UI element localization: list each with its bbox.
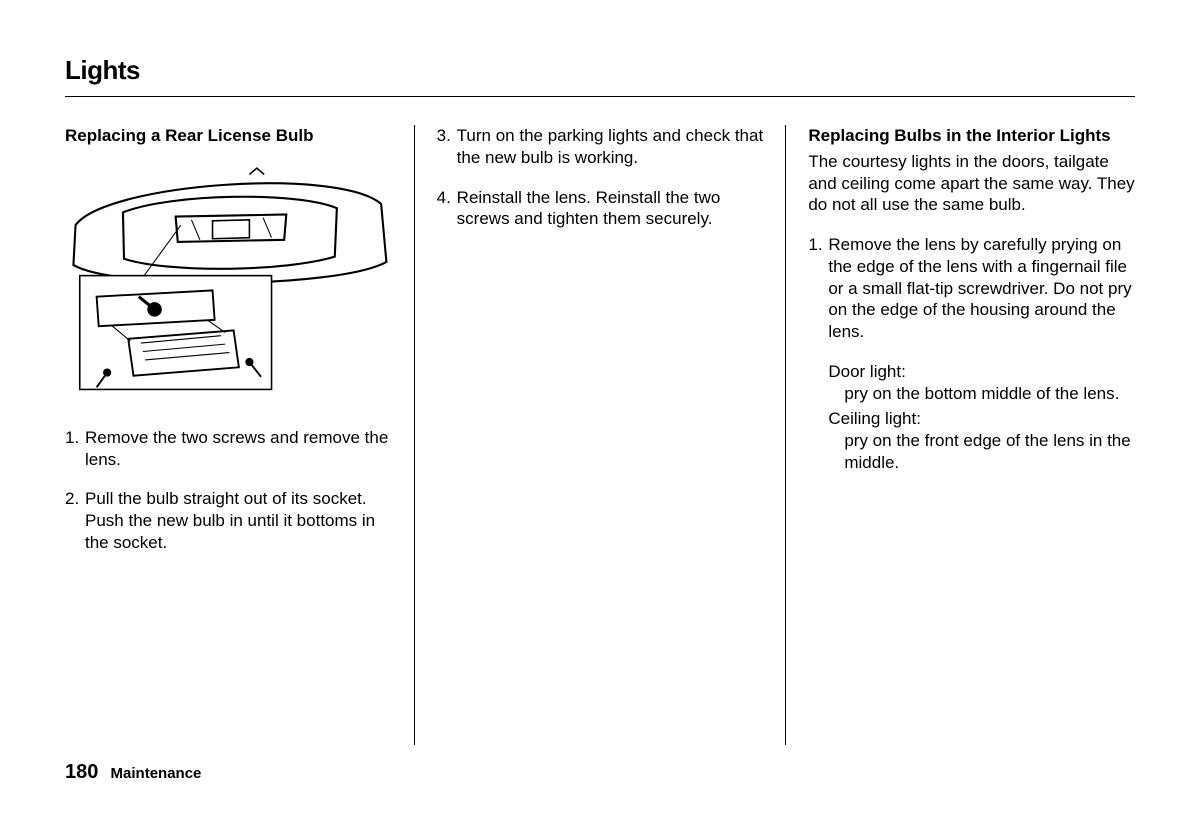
page-title: Lights (65, 55, 1135, 86)
col3-sublist: Door light: pry on the bottom middle of … (828, 361, 1135, 474)
sub-label-ceiling: Ceiling light: (828, 409, 921, 428)
column-3: Replacing Bulbs in the Interior Lights T… (785, 125, 1135, 745)
sub-detail-ceiling: pry on the front edge of the lens in the… (828, 430, 1135, 474)
column-1: Replacing a Rear License Bulb (65, 125, 414, 745)
license-bulb-illustration (65, 153, 392, 413)
sub-item-ceiling: Ceiling light: pry on the front edge of … (828, 408, 1135, 473)
page-number: 180 (65, 761, 98, 783)
col3-intro: The courtesy lights in the doors, tailga… (808, 151, 1135, 216)
sub-item-door: Door light: pry on the bottom middle of … (828, 361, 1135, 405)
column-2: Turn on the parking lights and check tha… (414, 125, 786, 745)
sub-label-door: Door light: (828, 362, 905, 381)
col3-step-1-text: Remove the lens by carefully prying on t… (828, 235, 1131, 341)
col1-steps: Remove the two screws and remove the len… (65, 427, 392, 554)
callout-leader (139, 225, 181, 283)
section-name: Maintenance (111, 765, 202, 782)
col1-step-2: Pull the bulb straight out of its socket… (65, 488, 392, 553)
trunk-inset (123, 196, 337, 268)
content-columns: Replacing a Rear License Bulb (65, 125, 1135, 745)
col1-step-1: Remove the two screws and remove the len… (65, 427, 392, 471)
col3-steps: Remove the lens by carefully prying on t… (808, 234, 1135, 474)
col1-heading: Replacing a Rear License Bulb (65, 125, 392, 147)
col2-steps: Turn on the parking lights and check tha… (437, 125, 764, 230)
manual-page: Lights Replacing a Rear License Bulb (0, 0, 1200, 822)
col3-step-1: Remove the lens by carefully prying on t… (808, 234, 1135, 474)
sub-detail-door: pry on the bottom middle of the lens. (828, 383, 1135, 405)
col3-heading: Replacing Bulbs in the Interior Lights (808, 125, 1135, 147)
col2-step-3: Turn on the parking lights and check tha… (437, 125, 764, 169)
title-rule (65, 96, 1135, 97)
license-plate (213, 220, 250, 239)
col2-step-4: Reinstall the lens. Reinstall the two sc… (437, 187, 764, 231)
page-footer: 180 Maintenance (65, 761, 201, 784)
